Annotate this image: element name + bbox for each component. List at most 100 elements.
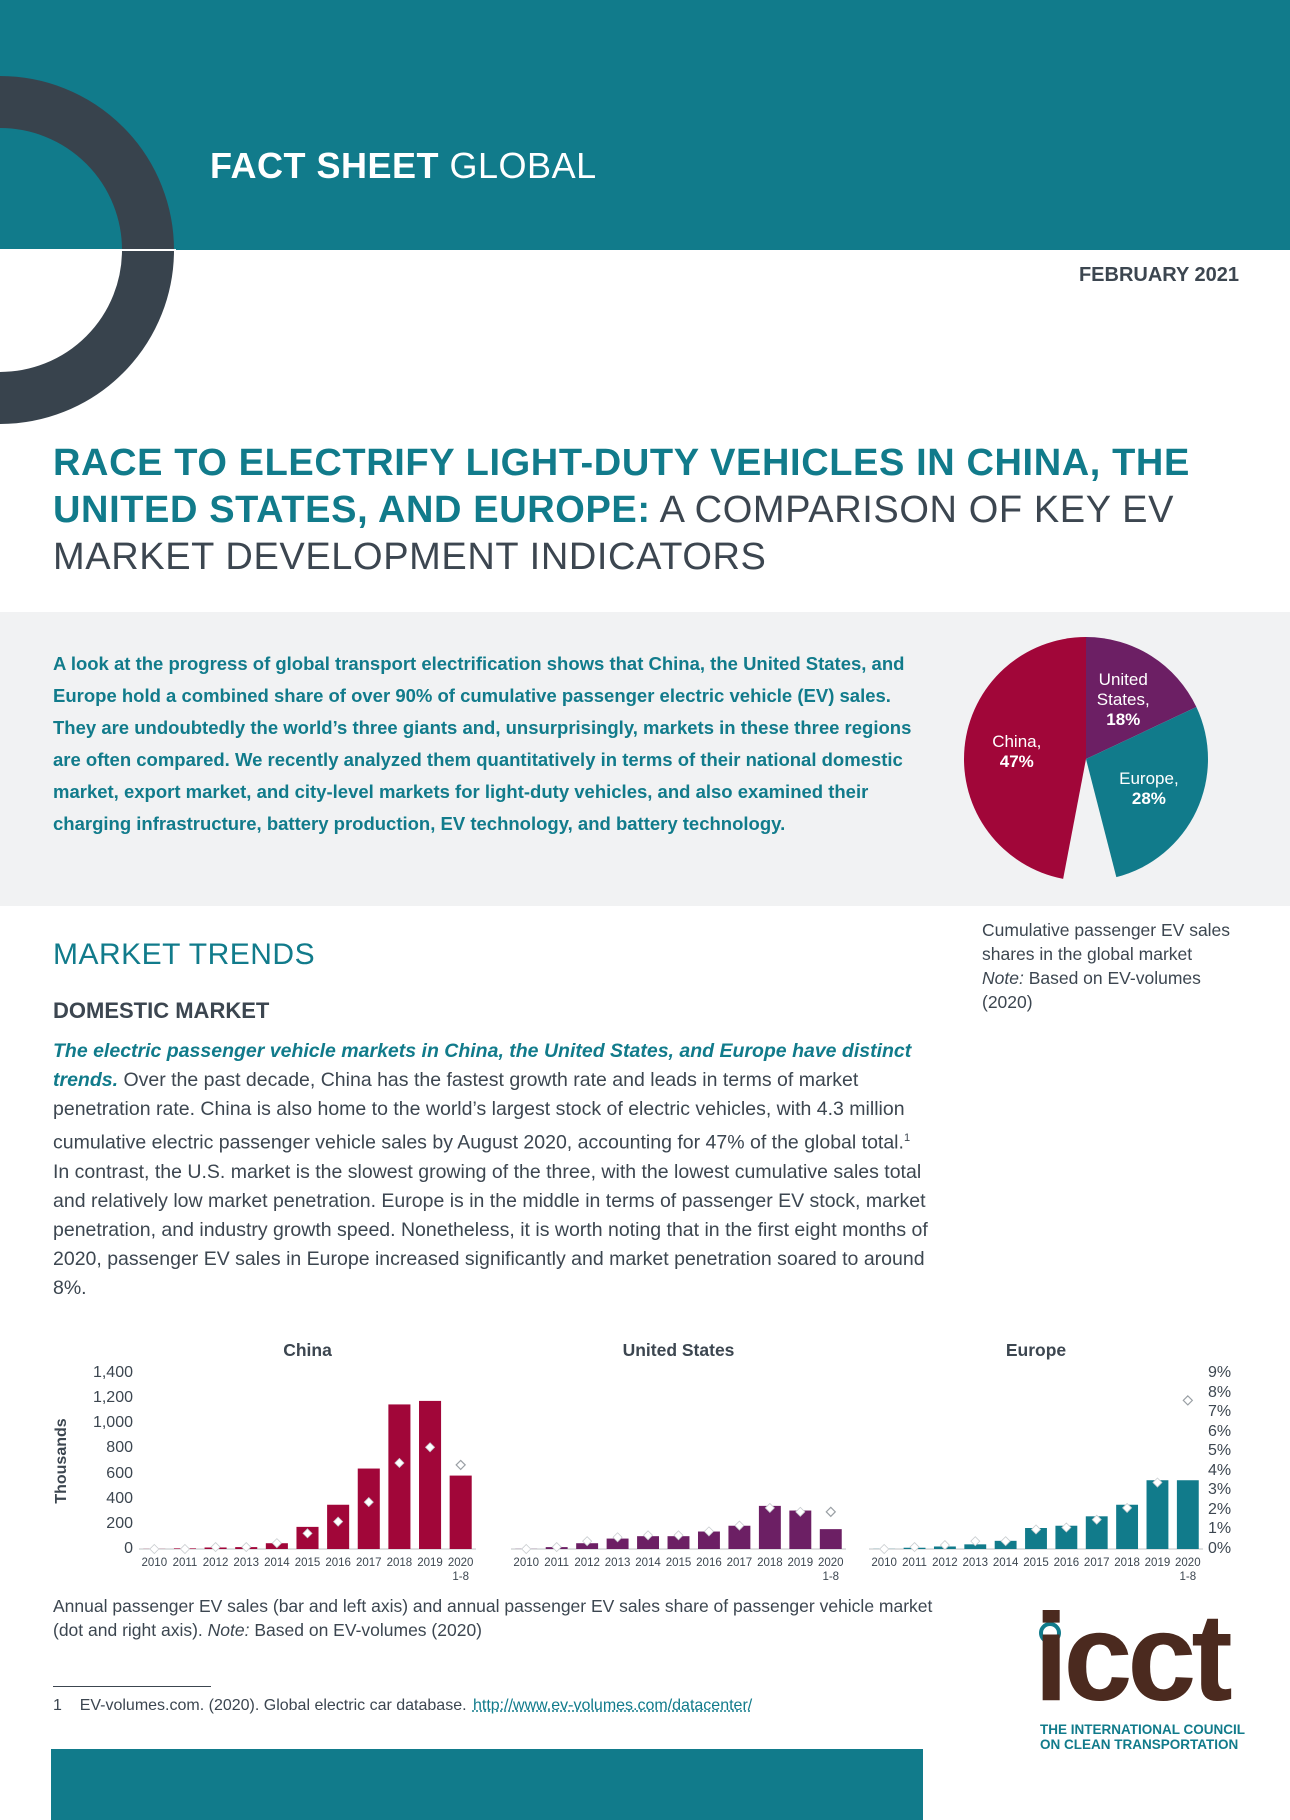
share-marker [455,1459,467,1471]
share-marker [394,1457,405,1469]
share-marker [582,1536,593,1547]
bar [789,1510,812,1549]
share-marker [764,1502,775,1513]
bar [1116,1504,1139,1549]
y2-tick-label: 5% [1208,1442,1232,1460]
x-tick-label: 2017 [726,1557,753,1569]
chart-title: Europe [1005,1340,1067,1360]
y-tick-label: 0 [124,1540,133,1557]
x-tick-label: 2017 [355,1557,382,1569]
share-marker [703,1526,715,1537]
x-tick-label: 2018 [1114,1557,1140,1569]
x-tick-label: 2016 [325,1557,351,1569]
x-tick-label: 2015 [1023,1557,1049,1569]
y2-tick-label: 0% [1208,1540,1232,1557]
intro: A look at the progress of global transpo… [53,653,912,834]
y2-tick-label: 1% [1208,1520,1232,1538]
y2-tick-label: 3% [1208,1481,1232,1499]
x-tick-label: 2011 [544,1557,570,1569]
x-tick-label: 2017 [1083,1557,1110,1569]
slice-name: Europe, [1119,768,1179,788]
y2-tick-label: 8% [1208,1383,1232,1401]
slice-value: 47% [999,752,1034,772]
y-axis-label: Thousands [53,1418,70,1504]
y2-tick-label: 6% [1208,1422,1232,1440]
x-tick-label: 2016 [1053,1557,1080,1569]
footnote-rule [53,1686,211,1687]
bar [606,1538,629,1549]
x-tick-label: 2012 [202,1557,229,1569]
bar [419,1400,442,1549]
x-tick-label: 2015 [665,1557,692,1569]
y-tick-label: 1,400 [92,1364,133,1381]
share-marker [612,1532,623,1543]
tagline-line: ON CLEAN TRANSPORTATION [1040,1737,1239,1752]
x-tick-label: 2014 [992,1557,1019,1569]
x-tick-label: 2014 [264,1557,290,1569]
share-marker [179,1543,191,1555]
y-tick-label: 400 [106,1489,133,1507]
footnote: 1 EV-volumes.com. (2020). Global electri… [53,1697,752,1715]
x-tick-label: 2019 [787,1557,814,1569]
x-tick-label: 2018 [757,1557,783,1569]
header-band [0,0,1290,250]
section-subheading: DOMESTIC MARKET [53,998,270,1023]
share-marker [970,1536,981,1547]
y2-tick-label: 7% [1208,1403,1232,1421]
share-marker [642,1530,654,1541]
share-marker [521,1543,532,1555]
title-highlight: RACE TO ELECTRIFY LIGHT-DUTY VEHICLES IN… [53,442,1190,531]
date: FEBRUARY 2021 [1078,264,1239,286]
title: RACE TO ELECTRIFY LIGHT-DUTY VEHICLES IN… [53,440,1253,581]
bar [1085,1516,1108,1549]
x-tick-label: 2014 [635,1557,661,1569]
share-marker [241,1541,252,1553]
bar [667,1536,690,1549]
footnote-link[interactable]: http://www.ev-volumes.com/datacenter/ [472,1697,753,1714]
caption-source: Based on EV-volumes (2020) [254,1620,483,1640]
y-tick-label: 800 [106,1439,133,1457]
pie-slice [1086,637,1197,759]
share-marker [1152,1477,1163,1488]
y2-tick-label: 4% [1208,1461,1232,1479]
x-tick-label: 2010 [513,1557,540,1569]
logo-tagline: THE INTERNATIONAL COUNCIL ON CLEAN TRANSP… [1040,1722,1245,1752]
x-tick-label: 2019 [417,1557,443,1569]
x-tick-label: 2019 [1144,1557,1171,1569]
footnote-text: EV-volumes.com. (2020). Global electric … [79,1697,467,1714]
x-tick-label: 2015 [294,1557,321,1569]
bar [449,1475,472,1549]
share-marker [1030,1524,1042,1535]
tagline-line: THE INTERNATIONAL COUNCIL [1040,1722,1245,1737]
x-tick-label: 2013 [962,1557,989,1569]
bar [1176,1480,1199,1549]
share-marker [1182,1395,1194,1406]
footnote-ref[interactable]: 1 [903,1132,911,1144]
x-tick-label: 2020 1-8 [447,1557,474,1583]
x-tick-label: 2013 [233,1557,260,1569]
share-marker [879,1543,890,1555]
slice-label: China, 47% [974,732,1060,772]
pie-slice [963,637,1086,879]
share-marker [149,1543,160,1555]
header-light: GLOBAL [449,145,597,186]
caption-source: Based on EV-volumes (2020) [982,968,1201,1012]
x-tick-label: 2012 [574,1557,600,1569]
share-marker [1122,1502,1133,1513]
logo: icct [1034,1589,1233,1727]
body: In contrast, the U.S. market is the slow… [53,1160,928,1299]
header-label: FACT SHEET GLOBAL [210,145,597,187]
footnote-number: 1 [53,1697,62,1714]
bar [327,1504,350,1549]
x-tick-label: 2020 1-8 [1175,1557,1201,1583]
bar [819,1529,842,1549]
share-marker [1000,1536,1011,1547]
share-marker [1061,1522,1072,1533]
share-marker [302,1528,313,1539]
share-marker [424,1442,436,1453]
slice-label: Europe, 28% [1106,769,1192,809]
chart-title: United States [622,1340,735,1360]
